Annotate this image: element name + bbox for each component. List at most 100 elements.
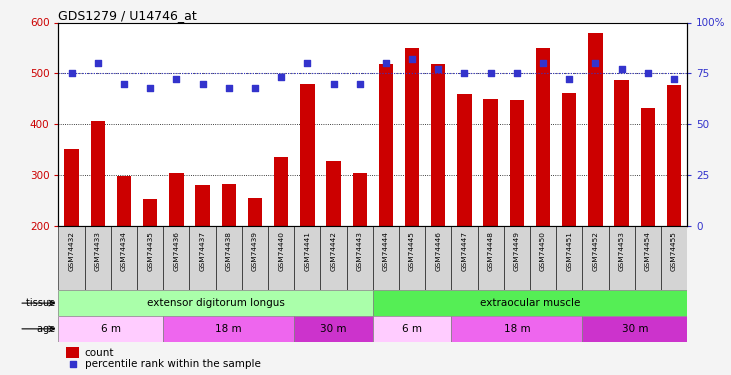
Bar [661,226,687,290]
Text: age: age [37,324,58,334]
Point [433,66,444,72]
Point [118,81,130,87]
Point [590,60,602,66]
Text: 30 m: 30 m [320,324,346,334]
Bar [326,161,341,226]
Point [170,76,182,82]
Point [616,66,627,72]
Bar [294,316,373,342]
Bar [583,316,687,342]
Bar [373,226,399,290]
Point [668,76,680,82]
Text: GSM74447: GSM74447 [461,231,468,271]
Text: percentile rank within the sample: percentile rank within the sample [85,359,260,369]
Text: 30 m: 30 m [621,324,648,334]
Text: GSM74439: GSM74439 [252,231,258,271]
Text: GSM74432: GSM74432 [69,231,75,271]
Bar [373,316,451,342]
Text: GSM74435: GSM74435 [147,231,154,271]
Bar [117,176,131,226]
Point [406,56,418,62]
Text: 6 m: 6 m [101,324,121,334]
Bar [221,184,236,226]
Text: GSM74446: GSM74446 [435,231,442,271]
Point [354,81,366,87]
Point [537,60,549,66]
Point [485,70,496,76]
Bar [320,226,346,290]
Bar [294,226,320,290]
Bar [530,226,556,290]
Bar [268,226,294,290]
Bar [242,226,268,290]
Text: GDS1279 / U14746_at: GDS1279 / U14746_at [58,9,197,22]
Point [276,74,287,80]
Point [66,70,77,76]
Bar [274,157,288,226]
Point [642,70,654,76]
Text: GSM74451: GSM74451 [567,231,572,271]
Bar [635,226,661,290]
Text: GSM74434: GSM74434 [121,231,127,271]
Text: GSM74440: GSM74440 [278,231,284,271]
Bar [477,226,504,290]
Point [67,362,79,368]
Bar [163,316,294,342]
Text: GSM74453: GSM74453 [618,231,625,271]
Bar [169,173,183,226]
Bar [588,33,602,226]
Text: count: count [85,348,114,357]
Bar [667,84,681,226]
Bar [504,226,530,290]
Bar [640,108,655,226]
Point [249,85,261,91]
Text: 18 m: 18 m [216,324,242,334]
Bar [425,226,451,290]
Bar [608,226,635,290]
Bar [458,94,471,226]
Point [92,60,104,66]
Text: GSM74445: GSM74445 [409,231,415,271]
Bar [91,121,105,226]
Bar [143,200,157,226]
Text: GSM74437: GSM74437 [200,231,205,271]
Text: 6 m: 6 m [402,324,422,334]
Bar [556,226,583,290]
Bar [431,64,445,226]
Point [327,81,339,87]
Bar [248,198,262,226]
Bar [615,80,629,226]
Text: tissue: tissue [26,298,58,308]
Bar [483,99,498,226]
Bar [451,316,583,342]
Point [301,60,313,66]
Point [511,70,523,76]
Bar [399,226,425,290]
Bar [85,226,111,290]
Point [144,85,156,91]
Bar [300,84,314,226]
Point [564,76,575,82]
Bar [346,226,373,290]
Point [458,70,470,76]
Bar [189,226,216,290]
Bar [67,347,80,358]
Bar [451,226,477,290]
Text: extensor digitorum longus: extensor digitorum longus [147,298,284,308]
Bar [379,64,393,226]
Bar [64,148,79,226]
Text: GSM74448: GSM74448 [488,231,493,271]
Point [197,81,208,87]
Text: GSM74442: GSM74442 [330,231,336,271]
Text: GSM74441: GSM74441 [304,231,311,271]
Text: GSM74449: GSM74449 [514,231,520,271]
Bar [510,100,524,226]
Bar [195,184,210,226]
Bar [111,226,137,290]
Text: GSM74443: GSM74443 [357,231,363,271]
Text: 18 m: 18 m [504,324,530,334]
Bar [58,316,163,342]
Bar [163,226,189,290]
Bar [216,226,242,290]
Text: GSM74436: GSM74436 [173,231,179,271]
